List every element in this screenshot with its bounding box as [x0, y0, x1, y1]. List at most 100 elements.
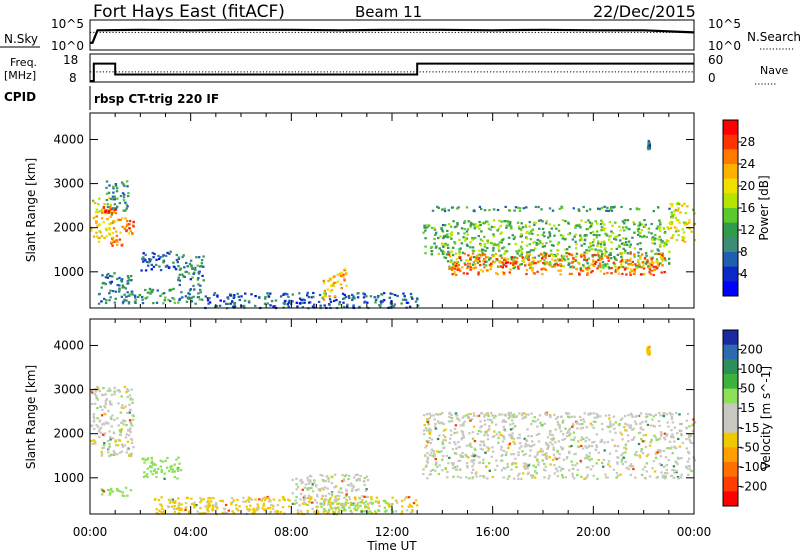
- scatter-cell: [479, 440, 483, 443]
- scatter-cell: [570, 272, 573, 275]
- scatter-cell: [126, 448, 129, 451]
- scatter-cell: [231, 300, 234, 303]
- scatter-cell: [446, 476, 449, 479]
- scatter-cell: [673, 446, 676, 449]
- scatter-cell: [614, 221, 617, 224]
- scatter-cell: [472, 249, 476, 252]
- scatter-cell: [651, 249, 654, 252]
- scatter-cell: [585, 234, 588, 237]
- scatter-cell: [429, 414, 433, 417]
- scatter-cell: [526, 230, 529, 233]
- scatter-cell: [291, 492, 294, 495]
- scatter-cell: [599, 258, 602, 261]
- scatter-cell: [599, 243, 603, 246]
- scatter-cell: [568, 252, 571, 255]
- scatter-cell: [553, 464, 556, 467]
- scatter-cell: [338, 495, 341, 498]
- scatter-cell: [178, 283, 181, 287]
- scatter-cell: [100, 454, 103, 457]
- scatter-cell: [621, 272, 624, 275]
- scatter-cell: [477, 273, 480, 276]
- scatter-cell: [688, 221, 691, 224]
- scatter-cell: [152, 302, 155, 305]
- scatter-cell: [456, 223, 459, 226]
- scatter-cell: [670, 415, 674, 419]
- scatter-cell: [678, 413, 681, 416]
- scatter-cell: [600, 226, 604, 229]
- scatter-cell: [119, 279, 123, 282]
- scatter-cell: [580, 444, 583, 448]
- power-colorbar-swatch: [723, 149, 738, 165]
- scatter-cell: [506, 261, 510, 264]
- scatter-cell: [216, 295, 219, 298]
- scatter-cell: [661, 476, 665, 479]
- scatter-cell: [496, 208, 500, 212]
- scatter-cell: [507, 236, 511, 239]
- scatter-cell: [650, 269, 654, 272]
- scatter-cell: [233, 305, 237, 308]
- scatter-cell: [124, 226, 127, 229]
- scatter-cell: [672, 465, 676, 468]
- scatter-cell: [258, 296, 261, 299]
- scatter-cell: [158, 509, 161, 512]
- power-colorbar-swatch: [723, 208, 738, 224]
- scatter-cell: [363, 477, 367, 480]
- scatter-cell: [408, 503, 412, 506]
- scatter-cell: [465, 414, 468, 417]
- scatter-cell: [526, 428, 529, 431]
- scatter-cell: [588, 455, 591, 458]
- scatter-cell: [545, 452, 548, 455]
- scatter-cell: [442, 245, 445, 248]
- scatter-cell: [95, 424, 98, 427]
- scatter-cell: [536, 234, 539, 237]
- scatter-cell: [652, 415, 656, 418]
- scatter-cell: [141, 295, 144, 299]
- scatter-cell: [181, 273, 184, 276]
- scatter-cell: [346, 501, 350, 504]
- scatter-cell: [484, 451, 487, 454]
- scatter-cell: [111, 244, 114, 247]
- scatter-cell: [227, 509, 230, 512]
- scatter-cell: [429, 441, 433, 445]
- velocity-colorbar-swatch: [723, 432, 738, 448]
- scatter-cell: [531, 269, 534, 272]
- scatter-cell: [625, 261, 628, 264]
- scatter-cell: [600, 438, 603, 441]
- scatter-cell: [178, 462, 181, 465]
- scatter-cell: [416, 297, 419, 300]
- scatter-cell: [114, 444, 118, 447]
- scatter-cell: [479, 223, 482, 227]
- scatter-cell: [530, 412, 533, 415]
- scatter-cell: [621, 452, 625, 455]
- scatter-cell: [456, 475, 460, 478]
- scatter-cell: [612, 261, 615, 264]
- scatter-cell: [543, 462, 546, 465]
- scatter-cell: [530, 262, 533, 265]
- scatter-cell: [517, 206, 520, 209]
- scatter-cell: [623, 426, 626, 429]
- scatter-cell: [613, 427, 616, 430]
- scatter-cell: [654, 413, 658, 416]
- scatter-cell: [161, 460, 165, 463]
- scatter-cell: [113, 272, 116, 275]
- scatter-cell: [373, 296, 376, 299]
- scatter-cell: [532, 249, 535, 252]
- nsky-label: N.Sky: [4, 32, 38, 46]
- scatter-cell: [374, 500, 377, 503]
- scatter-cell: [331, 284, 334, 287]
- scatter-cell: [568, 272, 572, 275]
- scatter-cell: [242, 304, 246, 307]
- scatter-cell: [631, 264, 634, 267]
- scatter-cell: [599, 249, 602, 252]
- scatter-cell: [192, 295, 195, 298]
- scatter-cell: [422, 473, 425, 476]
- scatter-cell: [375, 496, 379, 499]
- scatter-cell: [502, 449, 506, 453]
- scatter-cell: [512, 259, 515, 262]
- scatter-cell: [391, 292, 394, 296]
- scatter-cell: [323, 500, 326, 503]
- scatter-cell: [471, 459, 474, 462]
- scatter-cell: [236, 498, 239, 501]
- scatter-cell: [323, 503, 326, 506]
- scatter-cell: [514, 206, 518, 209]
